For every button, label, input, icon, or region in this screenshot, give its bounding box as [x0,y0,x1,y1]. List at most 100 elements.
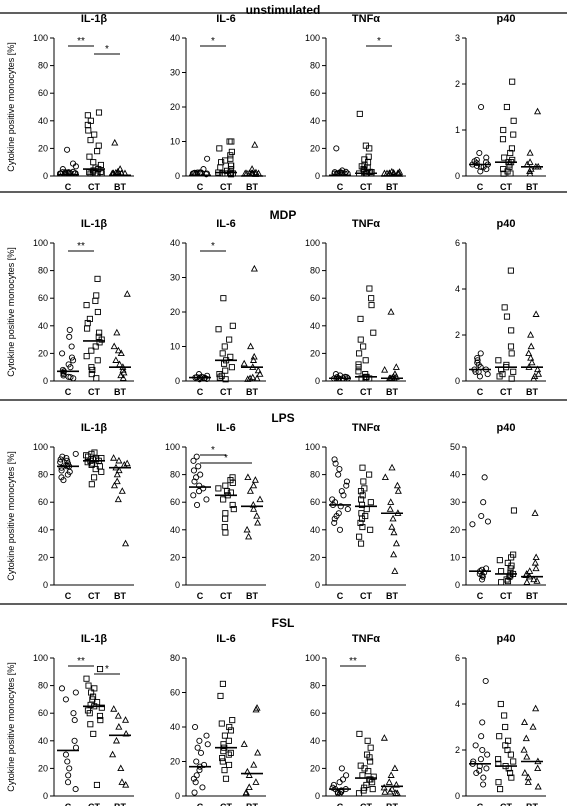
data-point-triangle [527,354,535,361]
data-point-square [507,769,514,777]
data-point-circle [335,471,342,478]
data-point-circle [70,357,77,364]
data-point-circle [193,453,200,460]
data-point-square [230,506,237,513]
y-tick-label: 20 [450,525,460,535]
panel-fsl-1: IL-6 0 20 40 60 80 C CT BT [170,633,266,806]
data-point-square [93,292,100,299]
data-point-circle [203,171,210,178]
data-point-square [95,109,103,116]
data-point-triangle [388,523,396,530]
data-point-circle [484,518,492,525]
data-point-circle [204,372,211,379]
y-tick-label: 20 [38,552,48,562]
y-tick-label: 40 [310,116,320,126]
panel-title: TNFα [352,218,380,230]
data-point-square [361,485,368,492]
data-point-square [222,510,229,517]
y-axis-label: Cytokine positive monocytes [%] [6,42,16,172]
data-point-square [370,773,377,780]
data-point-triangle [113,470,121,478]
data-point-square [227,353,234,360]
data-point-circle [71,717,78,724]
y-tick-label: 20 [170,757,180,767]
data-point-triangle [254,748,262,756]
data-point-circle [336,526,344,533]
data-point-triangle [532,704,540,712]
data-point-square [504,559,511,566]
data-point-circle [329,496,336,503]
panel-mdp-1: IL-6 0 10 20 30 40 C CT BT * [170,218,266,397]
x-tick-label: BT [526,387,538,397]
data-point-square [83,353,90,360]
data-point-square [359,492,366,499]
x-tick-label: BT [386,387,398,397]
x-tick-label: C [197,802,204,806]
data-point-square [221,523,228,531]
data-point-square [229,501,236,509]
x-tick-label: CT [360,591,372,601]
data-point-circle [330,781,337,789]
y-tick-label: 0 [175,580,180,590]
y-tick-label: 2 [455,79,460,89]
x-tick-label: BT [246,182,258,192]
significance-label: * [211,241,215,252]
data-point-square [357,336,364,343]
data-point-square [222,529,229,536]
data-point-square [92,297,99,305]
data-point-square [222,482,229,489]
data-point-circle [72,744,80,751]
data-point-triangle [391,567,399,574]
data-point-circle [192,723,199,731]
data-point-square [91,449,98,456]
y-tick-label: 80 [310,470,320,480]
data-point-square [227,749,234,756]
data-point-triangle [110,705,118,712]
data-point-square [495,779,502,786]
panel-title: IL-6 [216,218,236,230]
data-point-circle [190,457,197,464]
data-point-triangle [534,782,542,790]
y-tick-label: 0 [315,791,320,801]
y-tick-label: 60 [38,708,48,718]
data-point-square [97,161,104,169]
x-tick-label: CT [220,802,232,806]
y-axis-label: Cytokine positive monocytes [%] [6,247,16,377]
data-point-circle [200,166,207,173]
data-point-square [92,343,99,350]
y-axis-label: Cytokine positive monocytes [%] [6,451,16,581]
data-point-square [360,343,367,350]
y-tick-label: 20 [170,102,180,112]
data-point-triangle [115,723,123,730]
x-tick-label: CT [220,182,232,192]
data-point-triangle [388,463,396,471]
data-point-square [364,737,371,744]
data-point-circle [57,459,64,466]
data-point-circle [195,371,202,378]
x-tick-label: C [337,802,344,806]
data-point-triangle [528,358,536,366]
data-point-triangle [248,165,256,172]
data-point-square [225,737,232,744]
data-point-triangle [533,107,542,115]
significance-label: ** [349,656,357,667]
y-tick-label: 40 [170,722,180,732]
data-point-circle [343,478,350,485]
data-point-circle [329,784,336,791]
panel-title: IL-6 [216,13,236,25]
data-point-triangle [113,477,121,485]
data-point-square [83,302,90,309]
data-point-circle [62,751,69,758]
data-point-circle [476,767,483,774]
y-tick-label: 80 [170,653,180,663]
data-point-square [228,138,235,145]
panel-title: p40 [497,13,516,25]
data-point-triangle [526,149,534,156]
data-point-square [220,748,227,755]
data-point-circle [65,772,72,779]
x-tick-label: C [65,387,72,397]
data-point-circle [200,761,208,769]
x-tick-label: C [197,591,204,601]
data-point-square [501,304,508,311]
